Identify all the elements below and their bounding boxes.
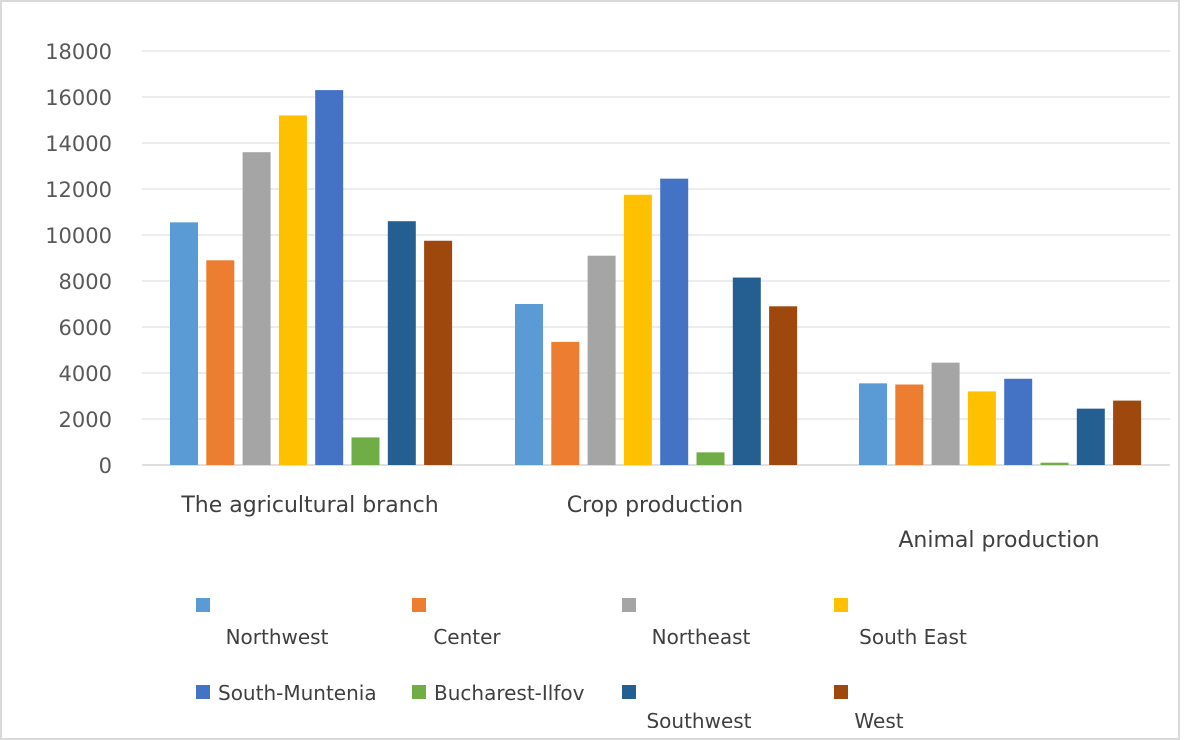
y-tick-label: 16000 [45,86,112,110]
legend-swatch-southwest [622,685,636,699]
bar-south-muntenia [315,90,344,465]
category-label: Animal production [898,528,1099,553]
bar-center [551,341,580,465]
y-tick-label: 18000 [45,40,112,64]
bar-west [424,240,453,465]
bar-chart: 0 2000 4000 6000 8000 10000 12000 14000 16000 180… [45,40,1170,728]
bar-west [769,306,798,465]
bar-northwest [859,383,887,465]
legend-swatch-south-muntenia [196,685,210,699]
bar-northwest [170,222,198,465]
y-tick-label: 14000 [45,132,112,156]
legend-label-center: Center [433,625,501,649]
bar-bucharest-ilfov [351,437,380,465]
legend-swatch-west [834,685,848,699]
y-tick-label: 8000 [59,270,112,294]
legend-label-south-east: South East [859,625,967,649]
category-labels: The agricultural branch Crop production An… [180,493,1099,553]
bar-southwest [1076,408,1105,465]
y-tick-label: 12000 [45,178,112,202]
bar-bucharest-ilfov [696,452,725,465]
bar-southwest [387,221,416,465]
legend-swatch-south-east [834,598,848,612]
legend-swatch-center [412,598,426,612]
bar-south-east [278,115,307,466]
legend-swatch-northeast [622,598,636,612]
legend-label-northeast: Northeast [652,625,751,649]
bar-south-muntenia [660,178,689,465]
legend-label-southwest: Southwest [646,709,751,728]
legend-swatch-northwest [196,598,210,612]
bar-center [895,384,924,465]
legend-label-west: West [854,709,903,728]
bar-south-muntenia [1004,378,1033,465]
category-label: Crop production [567,493,743,518]
bar-northeast [587,255,616,465]
y-axis-ticks: 0 2000 4000 6000 8000 10000 12000 14000 16000 180… [45,40,112,478]
bar-northwest [515,304,543,465]
bar-south-east [623,194,652,465]
bar-west [1113,400,1142,465]
y-tick-label: 0 [99,454,112,478]
bar-northeast [931,362,960,465]
legend-label-bucharest-ilfov: Bucharest-Ilfov [434,681,585,705]
legend: Northwest Center Northeast South East South-… [196,598,967,728]
gridlines [142,50,1170,466]
bar-bucharest-ilfov [1040,462,1069,465]
legend-swatch-bucharest-ilfov [412,685,426,699]
bar-northeast [242,152,271,465]
bar-southwest [732,277,761,465]
y-tick-label: 6000 [59,316,112,340]
legend-label-northwest: Northwest [226,625,329,649]
y-tick-label: 4000 [59,362,112,386]
y-tick-label: 2000 [59,408,112,432]
legend-label-south-muntenia: South-Muntenia [218,681,377,705]
y-tick-label: 10000 [45,224,112,248]
bars [170,90,1142,466]
category-label: The agricultural branch [180,493,438,518]
bar-center [206,260,235,465]
bar-south-east [967,391,996,465]
